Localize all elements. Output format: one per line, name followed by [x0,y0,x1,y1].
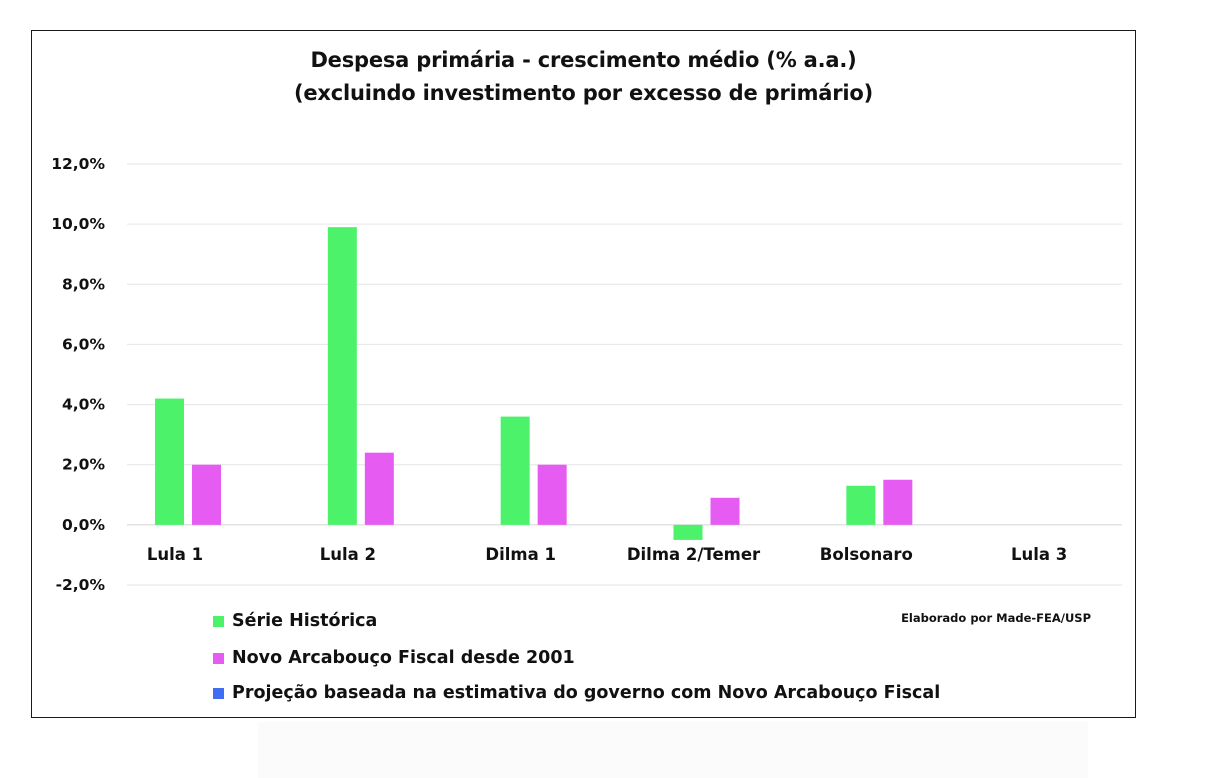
y-tick-label: 4,0% [62,396,105,414]
bar [883,479,913,525]
bottom-shade [258,722,1088,778]
legend-swatch [213,652,224,664]
y-tick-label: 0,0% [62,516,105,534]
x-category-label: Lula 1 [147,545,203,564]
chart-title: Despesa primária - crescimento médio (% … [310,48,857,72]
chart-subtitle: (excluindo investimento por excesso de p… [293,81,874,105]
legend-item-serie-historica: Série Histórica [213,611,377,631]
x-category-label: Bolsonaro [820,545,913,564]
x-category-label: Dilma 1 [485,545,556,564]
legend-swatch [213,687,224,699]
y-tick-label: 6,0% [62,335,105,353]
source-credit: Elaborado por Made-FEA/USP [901,611,1091,625]
legend-swatch [213,615,224,627]
y-tick-label: -2,0% [56,576,106,594]
bar [537,464,567,525]
chart-frame: Despesa primária - crescimento médio (% … [31,30,1136,718]
y-tick-label: 2,0% [62,456,105,474]
y-tick-label: 12,0% [51,155,105,173]
bar [155,398,184,525]
bar [673,524,703,540]
legend-label: Projeção baseada na estimativa do govern… [232,683,941,703]
legend-item-projecao: Projeção baseada na estimativa do govern… [213,683,940,703]
y-tick-label: 10,0% [51,215,105,233]
x-category-label: Lula 3 [1011,545,1067,564]
bar [192,464,221,525]
y-tick-label: 8,0% [62,275,105,293]
bar [710,497,740,525]
legend-label: Série Histórica [232,611,378,631]
legend-label: Novo Arcabouço Fiscal desde 2001 [232,648,575,668]
x-category-label: Dilma 2/Temer [627,545,761,564]
x-category-label: Lula 2 [320,545,376,564]
bar [364,452,394,525]
legend-item-novo-arcabouco: Novo Arcabouço Fiscal desde 2001 [213,648,575,668]
bar [500,416,530,525]
bar-chart: 12,0% 10,0% 8,0% 6,0% 4,0% 2,0% 0,0% -2,0% Lula … [51,155,1122,594]
bar [846,485,876,525]
bar [327,227,357,525]
